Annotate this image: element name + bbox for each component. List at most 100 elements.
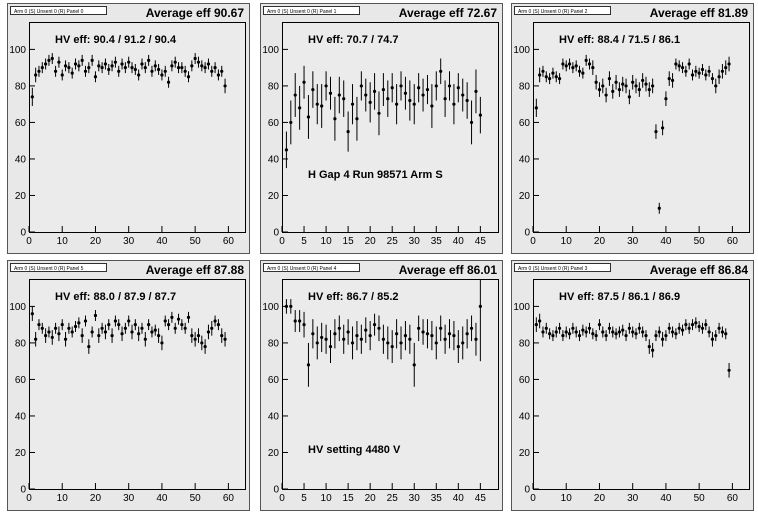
x-tick-label: 50: [694, 493, 706, 504]
data-point: [93, 71, 98, 83]
data-point: [302, 311, 306, 338]
data-point: [223, 78, 227, 94]
data-point: [607, 71, 612, 86]
marker: [574, 64, 578, 68]
data-point: [289, 100, 293, 145]
chart-panel-1: Arm 0 (S) Unsent 0 (R) Panel 1 Average ef…: [260, 3, 503, 254]
data-point: [186, 71, 191, 83]
data-point: [408, 324, 412, 354]
x-tick-label: 60: [727, 236, 739, 247]
marker: [724, 66, 728, 70]
y-tick-label: 80: [15, 81, 27, 92]
marker: [611, 330, 615, 334]
data-point: [386, 326, 390, 360]
marker: [359, 337, 363, 341]
y-tick-label: 100: [9, 45, 26, 56]
marker: [651, 348, 655, 352]
data-point: [381, 324, 385, 354]
panel-tag-text: Arm 0 (S) Unsent 0 (R) Panel 0: [14, 9, 84, 15]
data-point: [173, 56, 177, 68]
marker: [160, 73, 164, 77]
y-tick-label: 0: [20, 485, 26, 496]
marker: [447, 332, 452, 336]
data-point: [664, 330, 668, 342]
data-point: [461, 326, 465, 360]
data-point: [311, 71, 315, 108]
y-tick-label: 40: [268, 154, 280, 165]
marker: [720, 330, 725, 334]
data-point: [634, 328, 638, 340]
marker: [452, 102, 456, 106]
data-point: [554, 326, 558, 338]
data-point: [574, 60, 578, 72]
data-point: [133, 319, 137, 331]
data-point: [183, 65, 187, 77]
marker: [548, 332, 552, 336]
marker: [190, 64, 194, 68]
marker: [210, 69, 214, 73]
panel-tag-text: Arm 0 (S) Unsent 0 (R) Panel 5: [14, 266, 84, 272]
marker: [293, 93, 297, 97]
hv-eff-label: HV eff: 88.4 / 71.5 / 86.1: [559, 34, 680, 46]
data-point: [417, 315, 421, 342]
data-point: [461, 78, 465, 112]
marker: [130, 330, 134, 334]
data-point: [306, 342, 311, 387]
data-point: [206, 324, 211, 340]
data-point: [677, 322, 681, 334]
marker: [190, 334, 194, 338]
x-tick-label: 30: [409, 236, 421, 247]
marker: [465, 98, 469, 103]
marker: [284, 148, 289, 152]
data-point: [57, 326, 61, 342]
hv-eff-label: HV eff: 87.5 / 86.1 / 86.9: [559, 291, 680, 303]
marker: [584, 58, 588, 62]
marker: [93, 313, 98, 318]
marker: [37, 69, 41, 73]
data-point: [110, 60, 114, 72]
data-point: [674, 58, 678, 70]
data-point: [284, 299, 289, 314]
marker: [364, 93, 368, 97]
marker: [87, 66, 91, 70]
data-point: [377, 315, 381, 342]
marker: [110, 64, 114, 68]
data-point: [213, 315, 217, 327]
marker: [120, 62, 124, 66]
marker: [153, 328, 157, 332]
marker: [584, 330, 588, 334]
marker: [90, 330, 94, 334]
data-point: [100, 322, 104, 334]
data-point: [34, 67, 38, 83]
plot-frame: [282, 22, 499, 233]
hv-eff-label: HV eff: 90.4 / 91.2 / 90.4: [55, 34, 177, 46]
marker: [637, 326, 641, 330]
data-point: [707, 326, 711, 338]
marker: [447, 84, 452, 88]
data-point: [163, 65, 167, 77]
marker: [123, 66, 127, 70]
data-point: [324, 324, 328, 354]
data-point: [293, 73, 297, 117]
data-point: [302, 65, 306, 99]
x-tick-label: 35: [431, 493, 443, 504]
marker: [694, 69, 698, 73]
x-tick-label: 10: [321, 493, 333, 504]
data-point: [684, 65, 688, 77]
marker: [67, 66, 71, 70]
data-point: [567, 328, 572, 340]
data-point: [166, 319, 171, 331]
marker: [123, 326, 127, 330]
marker: [381, 87, 385, 92]
marker: [538, 73, 542, 77]
y-tick-label: 80: [268, 338, 280, 349]
data-point: [717, 69, 721, 85]
data-point: [355, 96, 359, 141]
marker: [647, 344, 651, 349]
marker: [661, 337, 665, 341]
marker: [641, 330, 645, 334]
data-point: [690, 69, 695, 81]
data-point: [644, 330, 648, 342]
data-point: [140, 322, 144, 334]
data-point: [193, 53, 197, 64]
